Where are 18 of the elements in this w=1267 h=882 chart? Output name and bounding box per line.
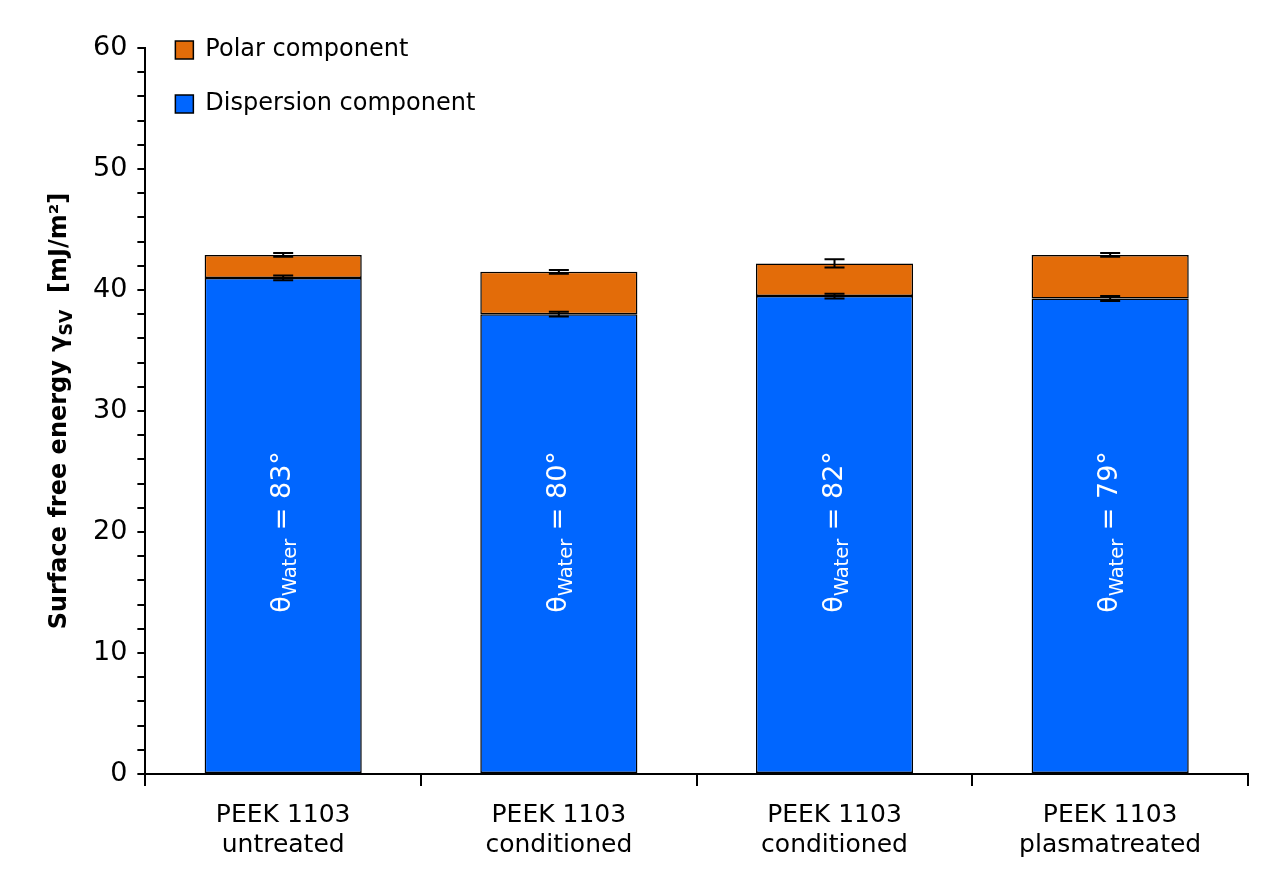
x-tick-label: PEEK 1103 conditioned — [761, 798, 908, 858]
y-tick-label: 0 — [110, 756, 128, 788]
y-tick-label: 20 — [93, 514, 128, 546]
y-tick-label: 10 — [93, 635, 128, 667]
legend-label: Dispersion component — [205, 88, 476, 117]
y-tick-label: 40 — [93, 272, 128, 304]
x-tick-label: PEEK 1103 plasmatreated — [1019, 798, 1202, 858]
y-tick-label: 50 — [93, 151, 128, 183]
annotation: θWater = 79° — [1092, 451, 1129, 613]
annotation: θWater = 82° — [816, 451, 853, 613]
annotation: θWater = 83° — [265, 451, 302, 613]
y-tick-label: 30 — [93, 393, 128, 425]
y-axis-title: Surface free energy γSV [mJ/m²] — [44, 192, 76, 630]
x-tick-label: PEEK 1103 conditioned — [485, 798, 633, 858]
legend-label: Polar component — [205, 34, 409, 63]
x-tick-label: PEEK 1103 untreated — [215, 798, 351, 858]
y-tick-label: 60 — [93, 30, 128, 62]
annotation: θWater = 80° — [540, 451, 577, 613]
